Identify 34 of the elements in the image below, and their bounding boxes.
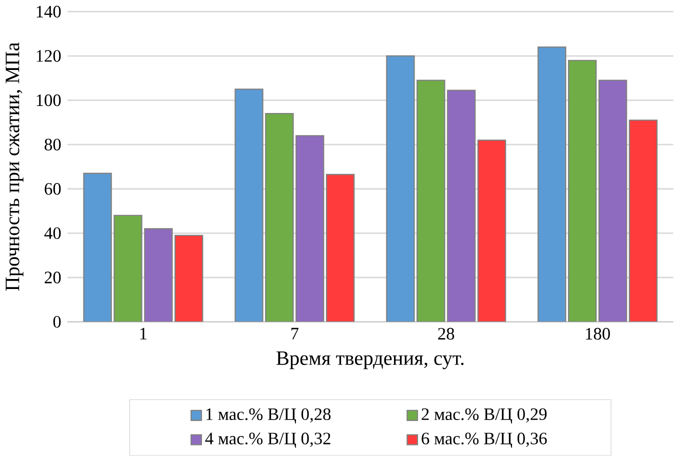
y-tick-label: 20 [44,272,61,284]
bar [326,174,355,322]
x-tick-label: 180 [586,328,610,340]
bar [628,120,658,322]
legend-label: 6 мас.% В/Ц 0,36 [422,432,547,448]
bar [83,172,112,322]
bar [446,90,476,322]
bar [174,234,204,322]
legend-label: 1 мас.% В/Ц 0,28 [206,408,331,424]
bar [114,214,142,322]
y-tick-label: 40 [44,227,61,240]
y-tick-label: 80 [44,138,61,151]
y-tick-label: 140 [36,6,61,18]
bar [416,80,446,322]
legend-label: 4 мас.% В/Ц 0,32 [205,432,330,448]
bar [538,46,566,322]
y-tick-label: 120 [36,50,61,62]
bar [234,88,264,322]
bar [477,140,506,322]
bar [598,80,628,322]
bar [265,113,294,322]
x-tick-label: 7 [291,328,298,340]
bar [144,228,173,322]
y-tick-label: 60 [44,183,61,195]
y-axis-title: Прочность при сжатии, МПа [6,42,24,291]
y-tick-label: 100 [36,94,61,106]
bar [296,135,324,322]
x-tick-label: 28 [438,328,454,340]
x-tick-label: 1 [140,328,146,340]
legend-label: 2 мас.% В/Ц 0,29 [422,408,547,424]
bar [386,55,415,322]
y-tick-label: 0 [53,316,61,328]
x-axis-title: Время твердения, сут. [276,352,464,370]
bar [568,60,597,322]
